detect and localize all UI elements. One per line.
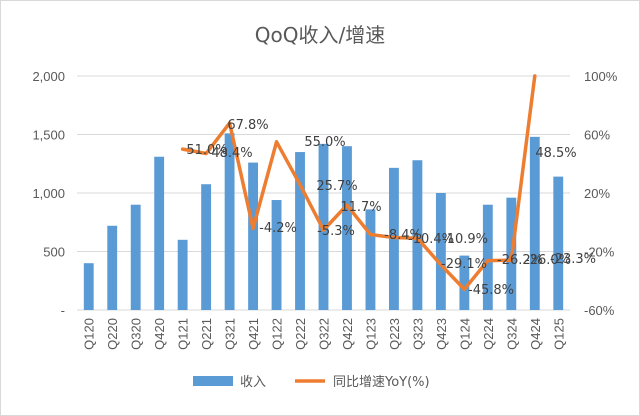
bar — [435, 193, 446, 310]
bar — [482, 204, 493, 310]
line-point — [321, 228, 326, 232]
x-tick-label: Q124 — [457, 318, 472, 350]
bar — [365, 209, 376, 310]
line-point — [439, 263, 443, 267]
bar — [459, 255, 470, 310]
line-point — [274, 140, 279, 144]
data-label: -26.2% — [497, 253, 543, 268]
line-point — [509, 258, 513, 262]
bar — [248, 162, 259, 310]
bar — [130, 204, 141, 310]
line-point — [181, 147, 185, 151]
x-tick-label: Q421 — [246, 318, 261, 350]
line-point — [533, 74, 537, 78]
right-tick-label: 20% — [584, 186, 610, 201]
data-label: -26.0% — [525, 253, 571, 268]
x-tick-label: Q324 — [504, 318, 519, 350]
data-label: -23.3% — [550, 252, 596, 267]
x-tick-label: Q220 — [105, 318, 120, 350]
x-tick-label: Q125 — [551, 318, 566, 350]
x-tick-label: Q223 — [387, 318, 402, 350]
x-tick-label: Q122 — [270, 318, 285, 350]
x-tick-label: Q424 — [528, 318, 543, 350]
bar — [83, 263, 94, 310]
line-point — [368, 232, 373, 237]
x-tick-label: Q422 — [340, 318, 355, 350]
data-label: -45.8% — [468, 283, 514, 298]
chart-title: QoQ收入/增速 — [255, 23, 385, 47]
bar — [553, 176, 564, 310]
bar — [177, 239, 188, 310]
data-label: 51.0% — [186, 143, 227, 158]
right-tick-label: -20% — [584, 245, 615, 260]
data-labels: 51.0%48.4% 67.8% -4.2% 55.0% 25.7% -5.3% 11.7%… — [186, 118, 596, 298]
line-point — [251, 226, 255, 230]
bar — [342, 146, 352, 310]
x-tick-label: Q323 — [410, 318, 425, 350]
data-label: -29.1% — [441, 257, 487, 272]
line-point — [415, 236, 420, 240]
bar — [412, 160, 423, 310]
x-axis: Q120 Q220 Q320 Q420 Q121 Q221 Q321 Q421 Q122 Q222… — [82, 318, 567, 350]
data-label: -10.4% — [408, 232, 454, 247]
data-label: 25.7% — [316, 179, 357, 194]
yoy-line — [180, 74, 537, 291]
line-point — [298, 183, 302, 187]
data-label: -10.9% — [442, 232, 488, 247]
x-tick-label: Q420 — [152, 318, 167, 350]
left-tick-label: 1,000 — [32, 186, 65, 201]
x-tick-label: Q224 — [481, 318, 496, 350]
data-label: -4.2% — [259, 221, 297, 236]
line-point — [345, 203, 349, 207]
data-label: -5.3% — [317, 224, 355, 239]
x-tick-label: Q121 — [176, 318, 191, 350]
left-tick-label: 1,500 — [32, 128, 65, 143]
bar — [201, 184, 212, 310]
data-label: -8.4% — [384, 228, 422, 243]
x-tick-label: Q423 — [434, 318, 449, 350]
data-label: 48.4% — [211, 146, 252, 161]
left-tick-label: 2,000 — [32, 69, 65, 84]
bar — [529, 136, 540, 310]
x-tick-label: Q322 — [317, 318, 332, 350]
right-axis: -60% -20% 20% 60% 100% — [584, 69, 618, 318]
line-series — [180, 74, 537, 291]
bar — [224, 133, 235, 310]
line-point — [486, 258, 490, 263]
data-label: 11.7% — [340, 200, 381, 215]
line-point — [204, 151, 208, 156]
legend: 收入 同比增速YoY(%) — [193, 375, 430, 390]
x-tick-label: Q123 — [363, 318, 378, 350]
x-tick-label: Q120 — [82, 318, 97, 350]
bar — [154, 156, 165, 310]
x-tick-label: Q320 — [129, 318, 144, 350]
bar — [107, 225, 118, 310]
legend-label-bar: 收入 — [240, 375, 266, 390]
right-tick-label: 60% — [584, 128, 610, 143]
line-point — [227, 121, 232, 125]
data-label: 48.5% — [535, 146, 576, 161]
data-label: 67.8% — [227, 118, 268, 133]
line-point — [392, 235, 396, 240]
x-tick-label: Q321 — [223, 318, 238, 350]
line-point — [462, 287, 466, 291]
bar — [271, 200, 282, 310]
left-axis: - 500 1,000 1,500 2,000 — [32, 69, 65, 318]
legend-label-line: 同比增速YoY(%) — [333, 375, 430, 390]
left-tick-label: - — [61, 303, 65, 318]
right-tick-label: -60% — [584, 303, 615, 318]
x-tick-label: Q221 — [199, 318, 214, 350]
data-label: 55.0% — [304, 135, 345, 150]
left-tick-label: 500 — [43, 245, 65, 260]
x-tick-label: Q222 — [293, 318, 308, 350]
bar — [295, 152, 305, 310]
legend-swatch-bar — [193, 376, 233, 386]
right-tick-label: 100% — [584, 69, 618, 84]
